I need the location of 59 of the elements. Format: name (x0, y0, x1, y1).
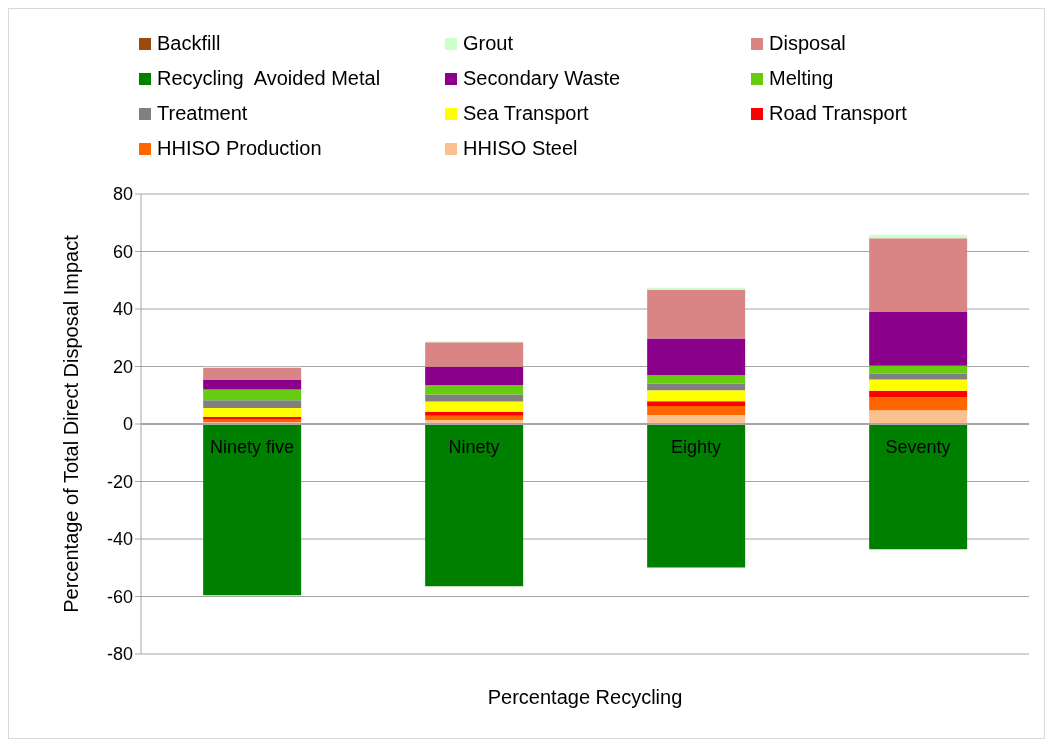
bar (425, 384, 524, 395)
y-tick-label: -20 (106, 471, 133, 492)
bar (647, 287, 746, 290)
legend-label: HHISO Steel (463, 137, 578, 160)
bar (425, 394, 524, 402)
y-tick-label: 0 (122, 414, 133, 435)
bar (869, 390, 968, 398)
bar (647, 383, 746, 391)
legend-label: Secondary Waste (463, 67, 621, 90)
legend-label: Melting (769, 67, 834, 90)
y-tick-label: -80 (106, 644, 133, 665)
y-tick-label: -40 (106, 529, 133, 550)
legend-label: Sea Transport (463, 102, 589, 125)
y-tick-label: 20 (112, 356, 133, 377)
legend-label: Backfill (157, 32, 221, 55)
bar (647, 375, 746, 384)
bar (869, 410, 968, 424)
bar (869, 397, 968, 411)
bar (203, 380, 302, 390)
bar (425, 401, 524, 412)
bar (203, 400, 302, 408)
bar (869, 311, 968, 366)
bar (869, 424, 968, 550)
bar (869, 373, 968, 380)
bar (647, 289, 746, 339)
x-tick-label: Eighty (670, 437, 722, 457)
bar (869, 365, 968, 374)
bar (425, 424, 524, 587)
bar (425, 366, 524, 385)
x-tick-label: Ninety (448, 437, 500, 457)
x-axis-title: Percentage Recycling (487, 686, 683, 708)
bar (647, 390, 746, 402)
bar (203, 389, 302, 401)
bar (647, 401, 746, 406)
bar (425, 415, 524, 420)
bar (647, 424, 746, 568)
bar (869, 379, 968, 391)
legend-label: Recycling Avoided Metal (157, 67, 381, 90)
y-tick-label: 40 (112, 299, 133, 320)
legend-label: Grout (463, 32, 514, 55)
y-tick-label: 80 (112, 184, 133, 205)
x-tick-label: Ninety five (209, 437, 295, 457)
y-tick-label: 60 (112, 241, 133, 262)
legend-label: HHISO Production (157, 137, 322, 160)
bar (425, 342, 524, 367)
y-axis-title: Percentage of Total Direct Disposal Impact (60, 234, 83, 613)
bar (203, 407, 302, 418)
legend-label: Treatment (157, 102, 248, 125)
bar (647, 415, 746, 424)
bar (647, 338, 746, 376)
x-tick-label: Seventy (885, 437, 951, 457)
y-tick-label: -60 (106, 586, 133, 607)
bar (425, 411, 524, 416)
bar (203, 424, 302, 596)
legend-label: Road Transport (769, 102, 907, 125)
bar (203, 367, 302, 381)
bar (869, 238, 968, 312)
legend-label: Disposal (769, 32, 846, 55)
bar (647, 405, 746, 416)
